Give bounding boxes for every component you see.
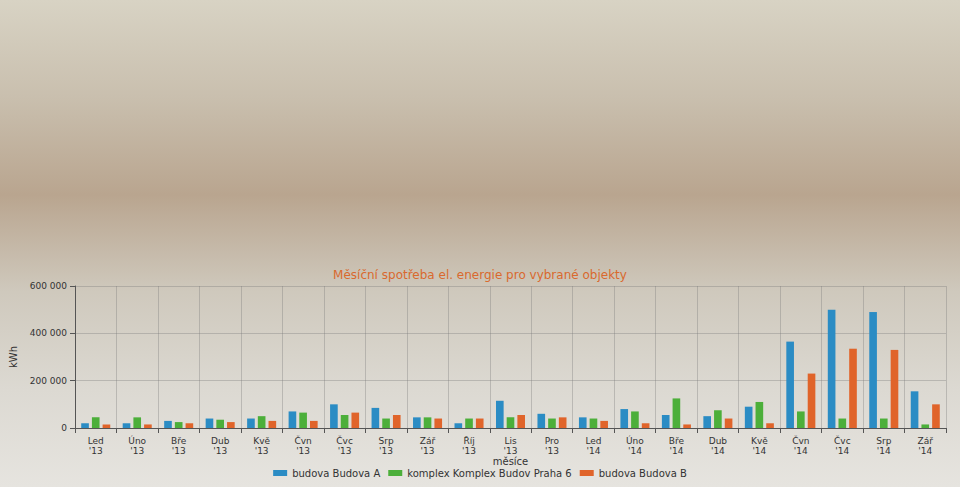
svg-text:'14: '14: [918, 446, 932, 456]
svg-text:Dub: Dub: [709, 436, 728, 446]
svg-text:'14: '14: [835, 446, 849, 456]
svg-text:'13: '13: [421, 446, 435, 456]
svg-text:'13: '13: [89, 446, 103, 456]
svg-text:Zář: Zář: [918, 436, 934, 446]
svg-text:'13: '13: [462, 446, 476, 456]
svg-text:'14: '14: [877, 446, 891, 456]
svg-text:Srp: Srp: [876, 436, 891, 446]
svg-text:600 000: 600 000: [30, 281, 67, 291]
svg-text:'13: '13: [504, 446, 518, 456]
svg-text:'14: '14: [711, 446, 725, 456]
svg-text:Bře: Bře: [171, 436, 187, 446]
svg-text:Led: Led: [88, 436, 104, 446]
svg-text:Dub: Dub: [211, 436, 230, 446]
svg-text:'14: '14: [794, 446, 808, 456]
svg-text:'14: '14: [752, 446, 766, 456]
svg-text:Srp: Srp: [379, 436, 394, 446]
svg-text:'13: '13: [172, 446, 186, 456]
svg-text:Úno: Úno: [626, 435, 644, 446]
svg-text:Úno: Úno: [128, 435, 146, 446]
svg-text:Zář: Zář: [420, 436, 436, 446]
svg-text:'14: '14: [586, 446, 600, 456]
svg-text:komplex Komplex Budov Praha 6: komplex Komplex Budov Praha 6: [407, 468, 571, 479]
svg-text:Čvc: Čvc: [336, 435, 353, 446]
svg-text:Čvn: Čvn: [294, 435, 311, 446]
svg-text:Říj: Říj: [463, 436, 474, 446]
svg-text:budova Budova B: budova Budova B: [599, 468, 687, 479]
svg-text:400 000: 400 000: [30, 328, 67, 338]
svg-text:'13: '13: [130, 446, 144, 456]
svg-text:Měsíční spotřeba el. energie p: Měsíční spotřeba el. energie pro vybrané…: [333, 268, 627, 282]
svg-text:'13: '13: [296, 446, 310, 456]
svg-text:200 000: 200 000: [30, 376, 67, 386]
svg-text:Led: Led: [585, 436, 601, 446]
svg-text:'14: '14: [628, 446, 642, 456]
svg-text:'13: '13: [213, 446, 227, 456]
svg-text:Pro: Pro: [545, 436, 560, 446]
svg-text:'13: '13: [379, 446, 393, 456]
svg-text:Kvě: Kvě: [751, 436, 768, 446]
svg-text:'13: '13: [545, 446, 559, 456]
svg-text:kWh: kWh: [8, 346, 19, 368]
svg-text:Čvn: Čvn: [792, 435, 809, 446]
svg-text:0: 0: [61, 423, 67, 433]
svg-text:'14: '14: [669, 446, 683, 456]
svg-text:'13: '13: [255, 446, 269, 456]
svg-text:Čvc: Čvc: [834, 435, 851, 446]
svg-text:'13: '13: [338, 446, 352, 456]
svg-text:měsíce: měsíce: [493, 456, 529, 467]
svg-text:budova Budova A: budova Budova A: [292, 468, 380, 479]
svg-text:Lis: Lis: [504, 436, 517, 446]
svg-text:Bře: Bře: [669, 436, 685, 446]
svg-text:Kvě: Kvě: [253, 436, 270, 446]
